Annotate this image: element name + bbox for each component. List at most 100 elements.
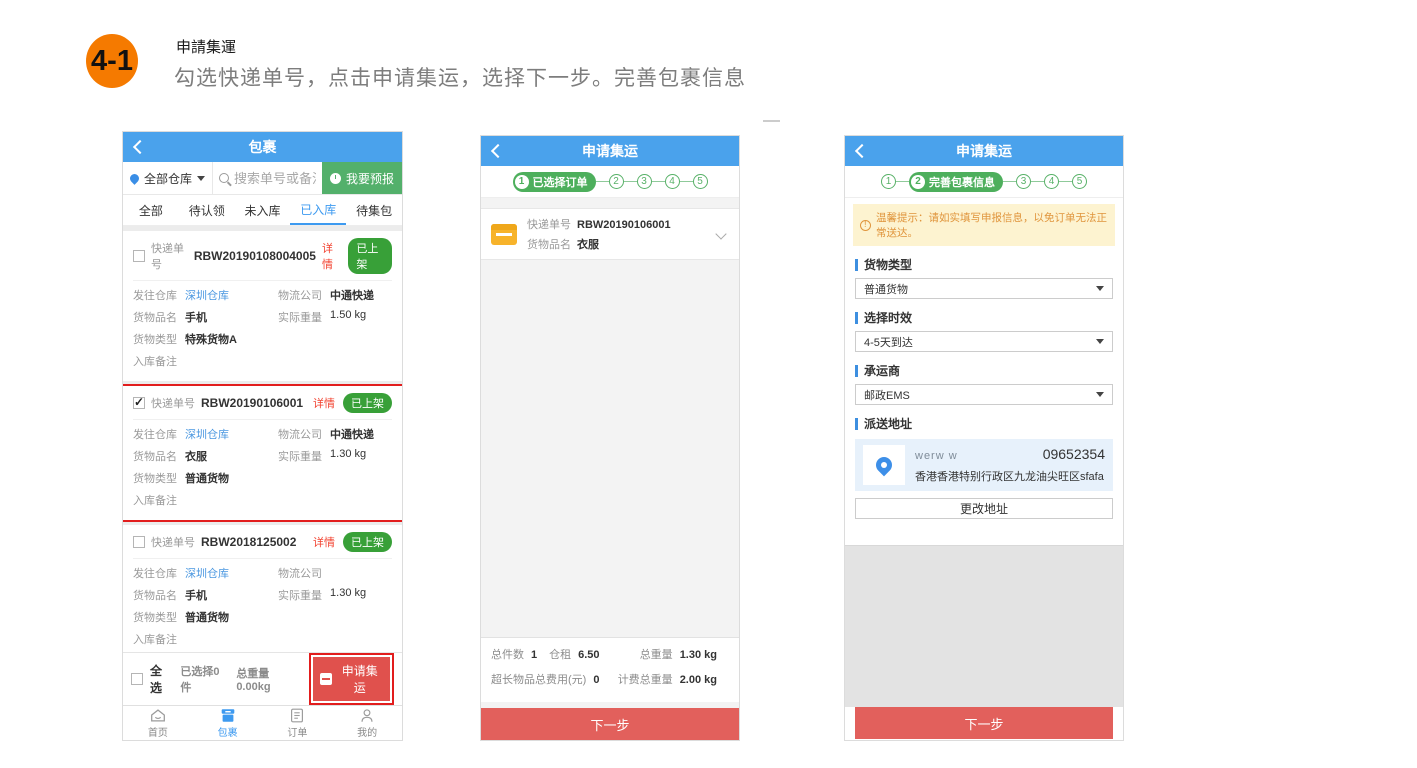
selected-order-card[interactable]: 快递单号 RBW20190106001 货物品名 衣服 — [481, 208, 739, 260]
bottom-tab-bar: 首页 包裹 订单 — [123, 705, 402, 740]
consolidation-icon — [319, 673, 332, 685]
caret-down-icon — [1096, 392, 1104, 398]
tab-not-in-warehouse[interactable]: 未入库 — [244, 203, 281, 218]
package-checkbox-checked[interactable] — [133, 395, 145, 409]
step1-content: 快递单号 RBW20190106001 货物品名 衣服 — [481, 198, 739, 637]
tab-profile[interactable]: 我的 — [332, 706, 402, 740]
label-bar — [855, 364, 858, 377]
forecast-button[interactable]: 我要预报 — [321, 162, 402, 194]
search-box — [212, 162, 322, 194]
home-icon — [150, 708, 165, 722]
note-label: 入库备注 — [133, 356, 177, 368]
address-card: werw w 09652354 香港香港特别行政区九龙油尖旺区sfafa — [855, 439, 1113, 492]
caret-down-icon — [1096, 339, 1104, 345]
nav-bar: 包裹 — [123, 132, 402, 162]
tab-packages[interactable]: 包裹 — [193, 706, 263, 740]
screen-apply-step2: 申请集运 1 2 完善包裹信息 3 4 5 温馨提示：请如实填写申报信息，以免订… — [844, 135, 1124, 741]
step-circle: 5 — [1072, 174, 1087, 189]
search-icon — [219, 173, 230, 183]
note-label: 入库备注 — [133, 495, 177, 507]
nav-title: 申请集运 — [956, 143, 1012, 159]
tab-all[interactable]: 全部 — [138, 203, 163, 218]
divider — [481, 702, 739, 708]
location-pin-icon — [128, 171, 141, 185]
tab-home[interactable]: 首页 — [123, 706, 193, 740]
status-badge: 已上架 — [348, 238, 392, 274]
label-bar — [855, 311, 858, 324]
selection-footer: 全选 已选择0件 总重量0.00kg 申请集运 — [123, 652, 402, 705]
step-indicator: 1 2 完善包裹信息 3 4 5 — [845, 166, 1123, 198]
order-summary: 总件数 1 仓租 6.50 总重量 1.30 kg 超长物品总费用(元) 0 计… — [481, 637, 739, 702]
apply-consolidation-button[interactable]: 申请集运 — [312, 657, 390, 701]
chevron-down-icon[interactable] — [715, 228, 727, 240]
page-subtitle: 勾选快递单号，点击申请集运，选择下一步。完善包裹信息 — [174, 67, 746, 90]
warehouse-link[interactable]: 深圳仓库 — [185, 429, 229, 441]
dash-artifact — [763, 120, 780, 122]
total-weight: 1.30 kg — [679, 649, 717, 661]
field-label: 选择时效 — [855, 309, 1113, 326]
select-carrier[interactable]: 邮政EMS — [855, 384, 1113, 406]
tab-pending-consolidation[interactable]: 待集包 — [356, 203, 393, 218]
step-circle: 4 — [664, 174, 680, 189]
step-active: 1 已选择订单 — [512, 171, 596, 192]
order-icon — [291, 708, 304, 722]
clock-icon — [329, 172, 341, 184]
search-input[interactable] — [234, 170, 316, 186]
select-delivery-time[interactable]: 4-5天到达 — [855, 331, 1113, 353]
field-label: 承运商 — [855, 362, 1113, 379]
address-detail: 香港香港特别行政区九龙油尖旺区sfafa — [915, 471, 1104, 484]
package-checkbox[interactable] — [133, 250, 145, 262]
step-circle-done: 1 — [881, 174, 896, 189]
recipient-name: werw w — [915, 450, 958, 463]
total-count: 1 — [531, 649, 538, 661]
warm-notice: 温馨提示：请如实填写申报信息，以免订单无法正常送达。 — [853, 204, 1115, 246]
back-icon[interactable] — [132, 139, 148, 155]
next-step-button[interactable]: 下一步 — [481, 708, 739, 740]
detail-link[interactable]: 详情 — [321, 243, 333, 271]
tracking-number: RBW2018125002 — [201, 535, 297, 549]
next-step-button[interactable]: 下一步 — [855, 707, 1113, 739]
nav-bar: 申请集运 — [845, 136, 1123, 166]
box-icon — [491, 223, 517, 245]
tab-in-warehouse[interactable]: 已入库 — [290, 195, 347, 225]
product-name: 衣服 — [577, 239, 599, 251]
warehouse-select[interactable]: 全部仓库 — [123, 162, 212, 194]
package-item-selected: 快递单号 RBW20190106001 详情 已上架 发往仓库 深圳仓库 物流公… — [123, 386, 402, 520]
warehouse-link[interactable]: 深圳仓库 — [185, 290, 229, 302]
field-label: 货物类型 — [855, 256, 1113, 273]
detail-link[interactable]: 详情 — [313, 398, 335, 410]
package-item: 快递单号 RBW20190108004005 详情 已上架 发往仓库 深圳仓库 … — [123, 231, 402, 381]
caret-down-icon — [1096, 286, 1104, 292]
back-icon[interactable] — [854, 143, 870, 159]
status-tabs: 全部 待认领 未入库 已入库 待集包 — [123, 195, 402, 226]
tracking-label: 快递单号 — [151, 243, 184, 271]
step-number-badge: 4-1 — [86, 34, 138, 88]
change-address-button[interactable]: 更改地址 — [855, 498, 1113, 519]
empty-gray-area — [845, 544, 1123, 707]
warehouse-select-value: 全部仓库 — [144, 171, 193, 186]
step-active: 2 完善包裹信息 — [909, 171, 1003, 192]
billing-weight: 2.00 kg — [679, 674, 717, 686]
note-label: 入库备注 — [133, 634, 177, 646]
nav-title: 包裹 — [248, 139, 277, 155]
warehouse-link[interactable]: 深圳仓库 — [185, 568, 229, 580]
step-circle: 3 — [1016, 174, 1031, 189]
person-icon — [361, 708, 373, 722]
tab-orders[interactable]: 订单 — [263, 706, 333, 740]
selected-count: 已选择0件 — [180, 666, 220, 694]
step-circle: 2 — [608, 174, 624, 189]
tracking-number: RBW20190106001 — [577, 219, 671, 231]
tracking-number: RBW20190106001 — [201, 396, 304, 410]
screen-package-list: 包裹 全部仓库 我要预报 全部 待认领 未入库 已入库 待集包 — [122, 131, 403, 741]
tab-unclaimed[interactable]: 待认领 — [188, 203, 225, 218]
step-circle: 3 — [636, 174, 652, 189]
select-cargo-type[interactable]: 普通货物 — [855, 278, 1113, 300]
detail-link[interactable]: 详情 — [313, 537, 335, 549]
back-icon[interactable] — [490, 143, 506, 159]
status-badge: 已上架 — [343, 532, 392, 552]
package-checkbox[interactable] — [133, 536, 145, 548]
select-all-checkbox[interactable] — [131, 673, 143, 685]
form-content: 温馨提示：请如实填写申报信息，以免订单无法正常送达。 货物类型 普通货物 选择时… — [845, 198, 1123, 740]
step-circle: 5 — [692, 174, 708, 189]
pin-box — [863, 445, 905, 486]
